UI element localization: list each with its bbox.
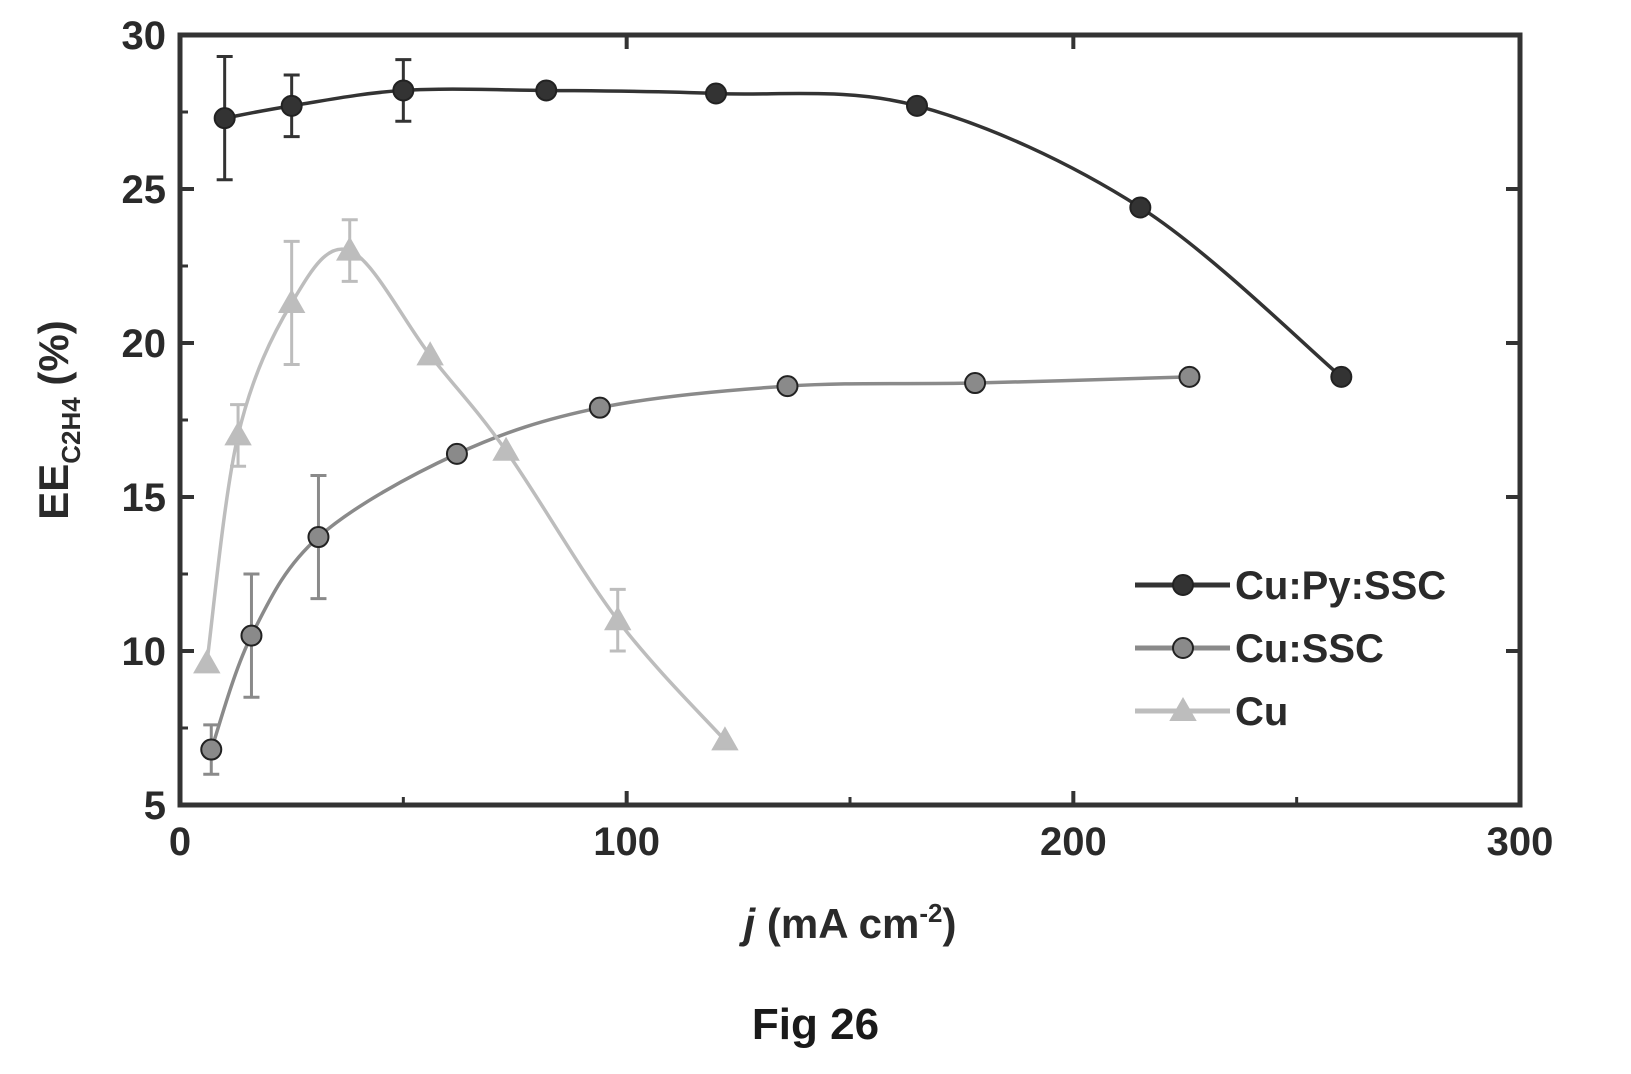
legend-marker xyxy=(1169,696,1197,721)
ticks: 0 100 200 300 5 10 15 20 25 30 xyxy=(122,14,1554,864)
y-tick-label: 5 xyxy=(144,784,166,828)
x-tick-label: 0 xyxy=(169,820,191,864)
legend-marker xyxy=(1172,574,1194,596)
series-line xyxy=(224,87,1343,379)
legend-entry: Cu xyxy=(1135,690,1288,734)
y-tick-label: 20 xyxy=(122,322,167,366)
y-axis-title: EEC2H4 (%) xyxy=(30,320,86,520)
data-point xyxy=(535,79,558,102)
data-point xyxy=(1330,365,1353,388)
y-tick-label: 25 xyxy=(122,168,167,212)
data-point xyxy=(588,396,611,419)
series-cu xyxy=(193,218,739,751)
series-cu-ssc xyxy=(200,365,1201,776)
legend-label: Cu:SSC xyxy=(1235,627,1384,671)
legend-marker xyxy=(1172,637,1194,659)
x-tick-label: 100 xyxy=(593,820,660,864)
data-point xyxy=(336,236,364,261)
series-line xyxy=(205,247,727,742)
series-layer xyxy=(193,55,1353,776)
x-tick-label: 300 xyxy=(1487,820,1554,864)
x-tick-label: 200 xyxy=(1040,820,1107,864)
data-point xyxy=(240,624,263,647)
chart: 0 100 200 300 5 10 15 20 25 30 j (mA cm-2) EEC2H4… xyxy=(30,14,1554,947)
data-point xyxy=(906,94,928,117)
data-point xyxy=(280,94,303,117)
legend: Cu:Py:SSC Cu:SSC Cu xyxy=(1135,564,1446,734)
y-tick-label: 10 xyxy=(122,630,167,674)
plot-area-frame xyxy=(177,32,1523,808)
data-point xyxy=(307,526,330,549)
data-point xyxy=(416,341,444,366)
series-cu-py-ssc xyxy=(213,55,1353,388)
data-point xyxy=(224,421,252,446)
data-point xyxy=(193,649,221,674)
data-point xyxy=(964,372,987,395)
data-point xyxy=(213,107,236,130)
y-tick-label: 15 xyxy=(122,476,167,520)
data-point xyxy=(776,375,799,398)
data-point xyxy=(200,738,223,761)
x-axis-title: j (mA cm-2) xyxy=(739,898,957,947)
data-point xyxy=(445,442,468,465)
data-point xyxy=(1178,365,1201,388)
data-point xyxy=(277,288,306,313)
legend-label: Cu xyxy=(1235,690,1288,734)
series-line xyxy=(209,375,1190,751)
y-tick-label: 30 xyxy=(122,14,167,58)
data-point xyxy=(711,726,739,751)
data-point xyxy=(492,436,520,461)
data-point xyxy=(604,606,632,631)
legend-label: Cu:Py:SSC xyxy=(1235,564,1446,608)
legend-entry: Cu:Py:SSC xyxy=(1135,564,1446,608)
data-point xyxy=(705,82,727,105)
figure-caption: Fig 26 xyxy=(751,1000,880,1049)
data-point xyxy=(1129,196,1152,219)
legend-entry: Cu:SSC xyxy=(1135,627,1384,671)
data-point xyxy=(392,79,415,102)
